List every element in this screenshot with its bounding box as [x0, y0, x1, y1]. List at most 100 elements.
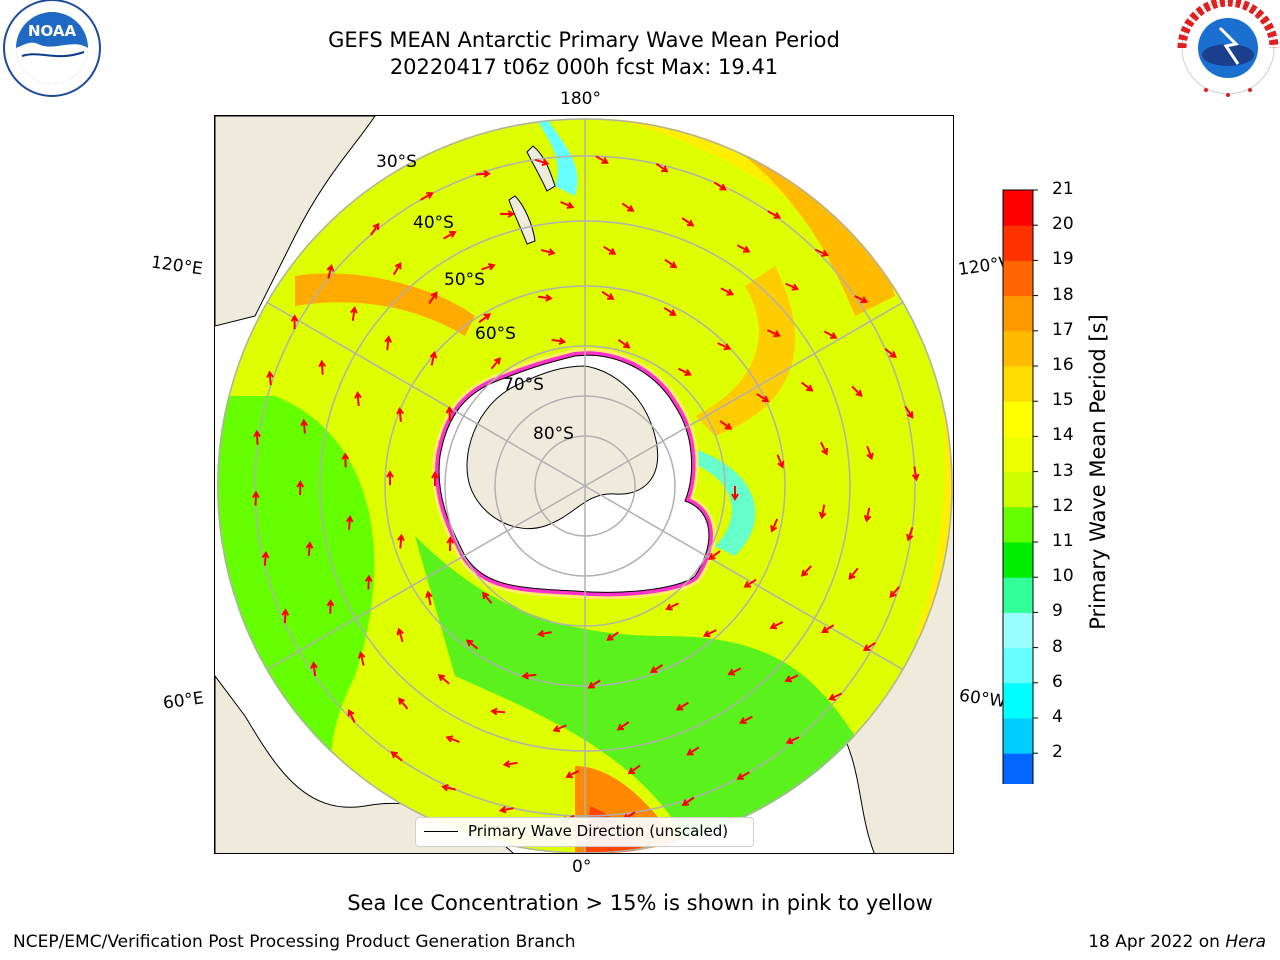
colorbar-tick-label: 18 — [1052, 284, 1074, 305]
wave-direction-arrow — [708, 550, 721, 560]
wave-direction-arrow — [397, 533, 405, 549]
wave-direction-arrow — [357, 650, 366, 666]
wave-direction-arrow — [655, 162, 669, 173]
wave-direction-arrow — [739, 715, 753, 724]
footer-host: Hera — [1225, 932, 1266, 952]
wave-direction-arrow — [560, 201, 575, 209]
noaa-logo-text: NOAA — [28, 22, 77, 40]
wave-direction-arrow — [720, 287, 735, 296]
colorbar-tick-label: 16 — [1052, 355, 1074, 375]
polar-map — [214, 115, 954, 854]
lon-line-5 — [584, 301, 905, 487]
wave-direction-arrow — [616, 721, 630, 731]
wave-direction-arrow — [347, 708, 356, 723]
wave-direction-arrow — [446, 536, 455, 552]
wave-direction-arrow — [784, 674, 799, 683]
footer-credit: NCEP/EMC/Verification Post Processing Pr… — [13, 932, 576, 952]
wave-direction-arrow — [290, 314, 299, 330]
wave-direction-arrow — [551, 337, 567, 345]
footer-date: 18 Apr 2022 on Hera — [1088, 932, 1266, 952]
colorbar — [1002, 189, 1038, 784]
wave-direction-arrow — [253, 429, 261, 445]
band-orange-mid — [695, 266, 795, 436]
wave-direction-arrow — [848, 567, 859, 581]
lat-label-50s: 50°S — [444, 270, 485, 290]
wave-direction-arrow — [490, 707, 506, 716]
wave-direction-arrow — [686, 746, 700, 756]
wave-direction-arrow — [743, 578, 757, 588]
colorbar-tick-label: 8 — [1052, 636, 1063, 657]
wave-direction-arrow — [906, 526, 914, 542]
wave-direction-arrow — [502, 760, 518, 768]
wave-direction-arrow — [536, 629, 552, 638]
colorbar-tick-label: 6 — [1052, 671, 1063, 692]
footer-date-text: 18 Apr 2022 on — [1088, 932, 1226, 952]
wave-direction-arrow — [769, 621, 784, 630]
wave-direction-arrow — [621, 202, 635, 212]
wave-direction-arrow — [326, 264, 335, 279]
wave-direction-arrow — [736, 771, 750, 780]
wave-direction-arrow — [398, 697, 409, 710]
wave-direction-arrow — [731, 486, 739, 501]
wave-direction-arrow — [801, 381, 814, 392]
lon-line-1 — [265, 301, 586, 487]
lat-label-60s: 60°S — [475, 324, 516, 344]
colorbar-segment — [1003, 682, 1033, 719]
colorbar-tick-label: 13 — [1052, 460, 1074, 481]
wave-direction-arrow — [719, 420, 733, 430]
colorbar-tick-label: 9 — [1052, 601, 1063, 622]
wave-direction-arrow — [266, 370, 274, 386]
wave-direction-arrow — [261, 550, 270, 566]
nws-logo — [1177, 0, 1279, 97]
wave-direction-arrow — [537, 294, 553, 302]
wave-direction-arrow — [678, 367, 692, 376]
wave-direction-arrow — [396, 406, 405, 422]
wave-direction-arrow — [736, 244, 751, 253]
colorbar-frame — [1002, 189, 1034, 784]
wave-direction-arrow — [305, 541, 314, 557]
colorbar-segment — [1003, 612, 1033, 649]
colorbar-segment — [1003, 753, 1033, 784]
wave-direction-arrow — [814, 248, 829, 257]
wave-direction-arrow — [884, 348, 897, 358]
wave-direction-arrow — [341, 452, 350, 468]
colorbar-segment — [1003, 471, 1033, 508]
colorbar-tick-label: 15 — [1052, 390, 1074, 411]
wave-direction-arrow — [766, 329, 781, 338]
lon-label-0: 0° — [572, 857, 592, 877]
wave-direction-arrow — [500, 210, 516, 218]
wave-direction-arrow — [627, 764, 641, 775]
wave-direction-arrow — [713, 181, 727, 191]
wave-direction-arrow — [862, 641, 876, 651]
wave-direction-arrow — [326, 598, 335, 614]
wave-direction-arrow — [828, 692, 843, 701]
colorbar-segment — [1003, 401, 1033, 437]
wave-direction-arrow — [603, 245, 617, 255]
wave-direction-arrow — [420, 192, 434, 201]
wave-direction-arrow — [534, 158, 550, 166]
wave-direction-arrow — [904, 405, 914, 419]
wave-direction-arrow — [770, 518, 779, 533]
wave-direction-arrow — [663, 306, 677, 316]
wave-direction-arrow — [428, 291, 438, 305]
colorbar-tick-label: 2 — [1052, 742, 1063, 763]
wave-direction-arrow — [866, 445, 874, 461]
colorbar-segment — [1003, 295, 1033, 332]
colorbar-tick-label: 19 — [1052, 249, 1074, 270]
wave-direction-arrow — [445, 735, 460, 743]
wave-direction-arrow — [465, 639, 479, 650]
wave-direction-arrow — [717, 342, 732, 351]
chart-title: GEFS MEAN Antarctic Primary Wave Mean Pe… — [328, 28, 840, 52]
wave-direction-arrow — [281, 608, 290, 624]
wave-direction-arrow — [437, 674, 450, 685]
lat-label-30s: 30°S — [376, 152, 417, 172]
wave-direction-arrow — [443, 231, 457, 240]
wave-direction-arrow — [482, 591, 493, 604]
wave-direction-arrow — [425, 590, 433, 606]
lon-label-120e: 120°E — [149, 252, 204, 280]
wave-direction-arrow — [587, 679, 601, 689]
wave-direction-arrow — [429, 350, 438, 366]
wave-direction-arrow — [350, 305, 358, 321]
wave-direction-arrow — [606, 631, 619, 641]
colorbar-segment — [1003, 436, 1033, 473]
